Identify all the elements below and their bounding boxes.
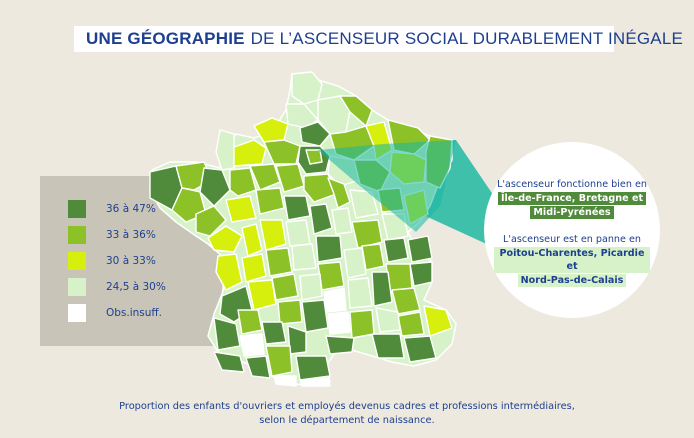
dept-puy-dome	[317, 261, 345, 291]
dept-loire-atlantique	[195, 205, 227, 237]
legend-item-36-47: 36 à 47%	[68, 200, 156, 218]
dept-ille-vilaine	[199, 167, 231, 207]
title-light-part: DE L’ASCENSEUR SOCIAL DURABLEMENT INÉGAL…	[250, 29, 684, 48]
dept-vendee	[207, 225, 243, 253]
dept-ardennes	[339, 95, 373, 127]
dept-indre	[285, 219, 311, 247]
legend-item-obs-insuff: Obs.insuff.	[68, 304, 162, 322]
legend-item-33-36: 33 à 36%	[68, 226, 156, 244]
dept-nievre	[331, 207, 353, 235]
dept-alpes-hp	[397, 311, 425, 337]
dept-hautes-alpes	[391, 287, 421, 315]
dept-gers	[239, 333, 265, 357]
legend-item-24-30: 24,5 à 30%	[68, 278, 166, 296]
dept-alpes-maritimes	[423, 305, 453, 337]
title-bold-part: UNE GÉOGRAPHIE	[86, 29, 245, 48]
dept-hautes-pyrenees	[245, 355, 271, 379]
dept-ardeche	[347, 277, 373, 309]
dept-tarn	[287, 325, 307, 355]
map-caption: Proportion des enfants d'ouvriers et emp…	[60, 400, 634, 428]
dept-nord	[291, 71, 323, 105]
dept-haute-savoie	[407, 235, 433, 263]
dept-charente	[241, 253, 267, 283]
dept-deux-sevres	[241, 223, 263, 257]
dept-allier	[315, 235, 343, 263]
legend-swatch	[68, 304, 86, 322]
dept-lozere	[327, 311, 351, 335]
dept-ariege	[273, 375, 297, 387]
dept-pyrenees-atl	[213, 351, 245, 373]
dept-landes	[213, 317, 241, 351]
dept-rhone	[361, 243, 385, 271]
dept-bouches-rhone	[371, 333, 405, 359]
dept-oise	[299, 121, 331, 147]
dept-maine-loire	[225, 195, 257, 223]
legend-label: 30 à 33%	[106, 255, 156, 267]
dept-vaucluse	[375, 307, 401, 333]
dept-aude	[295, 355, 331, 381]
callout-text: L'ascenseur fonctionne bien en Île-de-Fr…	[494, 178, 650, 287]
dept-aveyron	[301, 299, 329, 333]
dept-correze	[271, 273, 299, 301]
dept-herault	[325, 335, 355, 355]
dept-mayenne	[229, 167, 257, 197]
good-regions-1: Île-de-France, Bretagne et	[497, 192, 647, 205]
dept-drome	[371, 271, 393, 307]
caption-line-1: Proportion des enfants d'ouvriers et emp…	[119, 401, 575, 412]
dept-seine-maritime	[253, 117, 289, 143]
dept-loire	[343, 247, 367, 279]
dept-savoie	[409, 261, 433, 287]
legend-label: 36 à 47%	[106, 203, 156, 215]
dept-haute-vienne	[265, 247, 293, 277]
legend-swatch	[68, 278, 86, 296]
dept-loiret	[303, 173, 337, 203]
dept-paris-ring	[305, 149, 323, 165]
dept-cote-or	[349, 189, 379, 219]
dept-ain	[383, 237, 409, 263]
dept-gard	[349, 309, 375, 339]
legend-swatch	[68, 226, 86, 244]
legend-swatch	[68, 200, 86, 218]
bad-regions-2: Nord-Pas-de-Calais	[517, 274, 627, 287]
callout-line-1: L'ascenseur fonctionne bien en	[497, 179, 647, 190]
dept-manche	[215, 129, 235, 171]
dept-sarthe	[255, 187, 285, 215]
dept-saone-loire	[351, 219, 383, 249]
legend-swatch	[68, 252, 86, 270]
dept-lot	[277, 299, 303, 325]
bad-regions-1: Poitou-Charentes, Picardie et	[494, 247, 650, 273]
dept-dordogne	[247, 279, 277, 311]
dept-cantal	[299, 273, 323, 301]
dept-lot-garonne	[237, 309, 263, 335]
callout-line-2: L'ascenseur est en panne en	[503, 234, 641, 245]
dept-eure	[263, 139, 301, 165]
callout-circle	[484, 142, 660, 318]
dept-var	[403, 335, 437, 363]
dept-tarn-garonne	[261, 321, 287, 345]
dept-charente-maritime	[215, 253, 243, 291]
dept-vienne	[259, 219, 287, 251]
dept-haute-loire	[323, 287, 347, 313]
dept-haute-garonne	[265, 345, 293, 377]
caption-line-2: selon le département de naissance.	[259, 415, 435, 426]
legend-label: 24,5 à 30%	[106, 281, 166, 293]
dept-yonne	[327, 177, 351, 209]
legend-label: 33 à 36%	[106, 229, 156, 241]
dept-loir-cher	[283, 195, 311, 221]
legend-label: Obs.insuff.	[106, 307, 163, 319]
legend-item-30-33: 30 à 33%	[68, 252, 156, 270]
dept-pyrenees-or	[299, 377, 331, 387]
map-title: UNE GÉOGRAPHIE DE L’ASCENSEUR SOCIAL DUR…	[74, 26, 683, 52]
callout-overlay	[318, 140, 456, 232]
good-regions-2: Midi-Pyrénées	[530, 206, 614, 219]
dept-cher	[309, 203, 333, 235]
dept-orne	[249, 163, 281, 191]
dept-creuse	[291, 243, 317, 271]
